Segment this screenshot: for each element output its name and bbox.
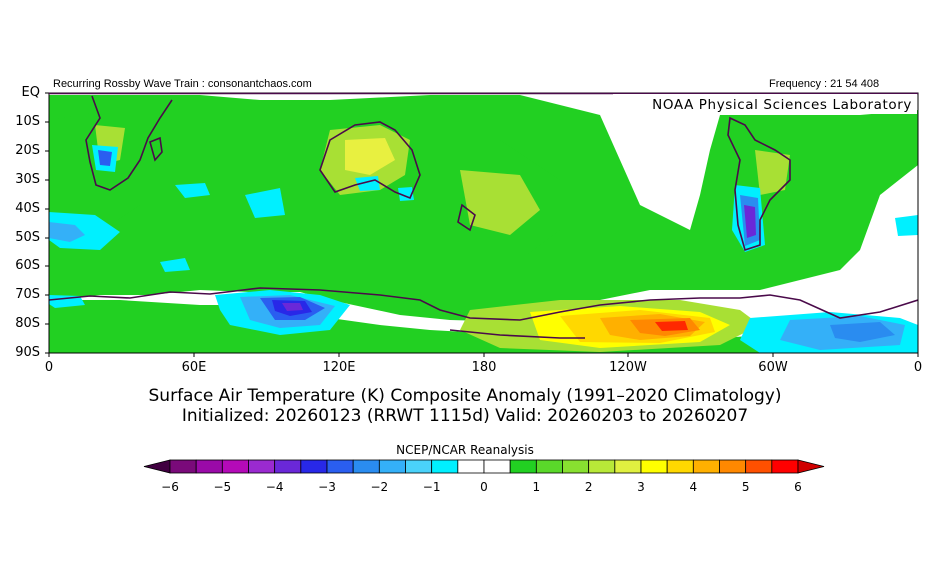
neg-anomaly-patagonia-2: [744, 205, 756, 238]
coastlines: [49, 95, 918, 339]
lat-label: 70S: [15, 287, 40, 302]
positive-anomaly-left: [49, 110, 160, 235]
colorbar-tick-label: −6: [161, 480, 179, 494]
lat-label: 80S: [15, 316, 40, 331]
lon-label: 180: [471, 360, 497, 375]
lon-label: 0: [913, 360, 923, 375]
colorbar-swatch: [378, 459, 406, 474]
colorbar-tick-label: 4: [689, 480, 698, 494]
colorbar-swatch: [431, 459, 459, 474]
colorbar-arrow-low: [143, 459, 171, 474]
colorbar-swatch: [195, 459, 223, 474]
lat-label: 90S: [15, 345, 40, 360]
colorbar-swatch: [221, 459, 249, 474]
neg-anomaly-south-atlantic-core: [49, 222, 85, 242]
neg-anomaly-southern-ocean-4: [282, 303, 303, 311]
colorbar-tick-label: −2: [370, 480, 389, 494]
lab-label: NOAA Physical Sciences Laboratory: [652, 97, 912, 113]
africa-coast: [85, 95, 173, 191]
colorbar-arrow-high: [797, 459, 825, 474]
lab-label-bg: [613, 94, 917, 114]
neg-anomaly-africa-core: [98, 150, 112, 166]
australia-coast: [319, 121, 421, 200]
colorbar-tick-label: 0: [480, 480, 488, 494]
colorbar-tick-label: 2: [584, 480, 593, 494]
anomaly-1p5-tasman: [460, 170, 540, 235]
anomaly-2p5-aus: [345, 138, 395, 175]
anomaly-5-antarctic: [655, 321, 688, 331]
colorbar-swatch: [169, 459, 197, 474]
madagascar-coast: [149, 136, 163, 162]
top-left-label: Recurring Rossby Wave Train : consonantc…: [53, 78, 312, 90]
lon-label: 60E: [181, 360, 207, 375]
colorbar-swatches: [143, 459, 825, 474]
lon-label: 120E: [322, 360, 356, 375]
colorbar-tick-label: −3: [318, 480, 336, 494]
ross-ice-shelf: [449, 329, 585, 339]
colorbar-swatch: [352, 459, 380, 474]
colorbar-title: NCEP/NCAR Reanalysis: [396, 443, 534, 457]
lat-label: 60S: [15, 258, 40, 273]
colorbar-swatch: [483, 459, 511, 474]
lon-label: 120W: [609, 360, 647, 375]
colorbar-swatch: [326, 459, 354, 474]
lat-label: 40S: [15, 201, 40, 216]
lat-label: 10S: [15, 114, 40, 129]
colorbar-swatch: [248, 459, 276, 474]
neg-anomaly-indian-3: [160, 258, 190, 272]
colorbar-swatch: [719, 459, 747, 474]
chart-title: Surface Air Temperature (K) Composite An…: [148, 386, 782, 406]
colorbar-swatch: [614, 459, 642, 474]
colorbar-swatch: [666, 459, 694, 474]
lon-label: 0: [44, 360, 54, 375]
anomaly-1p5-samerica: [755, 150, 790, 195]
lat-ticks: [45, 92, 49, 354]
neg-anomaly-west-edge: [49, 295, 85, 308]
lon-ticks: [48, 353, 919, 357]
colorbar-swatch: [274, 459, 302, 474]
neg-anomaly-indian: [175, 183, 210, 198]
colorbar-swatch: [457, 459, 485, 474]
colorbar-tick-label: 3: [637, 480, 645, 494]
neg-anomaly-east-edge: [895, 215, 918, 236]
colorbar-tick-label: −4: [265, 480, 284, 494]
colorbar-swatch: [300, 459, 328, 474]
colorbar-tick-label: 5: [741, 480, 750, 494]
colorbar-swatch: [405, 459, 433, 474]
colorbar-tick-label: −1: [422, 480, 441, 494]
colorbar-swatch: [588, 459, 616, 474]
lat-label: 20S: [15, 143, 40, 158]
colorbar-swatch: [562, 459, 590, 474]
neg-anomaly-indian-2: [245, 188, 285, 218]
antarctica-coast: [49, 287, 918, 321]
colorbar-tick-label: −5: [213, 480, 232, 494]
colorbar-swatch: [535, 459, 563, 474]
lat-label: 30S: [15, 172, 40, 187]
colorbar-swatch: [509, 459, 537, 474]
neg-anomaly-west-antarctic-2: [830, 322, 895, 342]
colorbar-tick-label: 6: [794, 480, 802, 494]
colorbar-tick-label: 1: [532, 480, 541, 494]
new-zealand-coast: [457, 203, 476, 232]
colorbar-swatch: [771, 459, 799, 474]
lon-label: 60W: [758, 360, 788, 375]
south-america-coast: [727, 116, 791, 252]
lat-label: 50S: [15, 230, 40, 245]
frequency-label: Frequency : 21 54 408: [769, 78, 880, 90]
lat-label: EQ: [21, 85, 40, 100]
chart-subtitle: Initialized: 20260123 (RRWT 1115d) Valid…: [181, 406, 749, 426]
colorbar-swatch: [640, 459, 668, 474]
colorbar-swatch: [692, 459, 720, 474]
colorbar-swatch: [745, 459, 773, 474]
